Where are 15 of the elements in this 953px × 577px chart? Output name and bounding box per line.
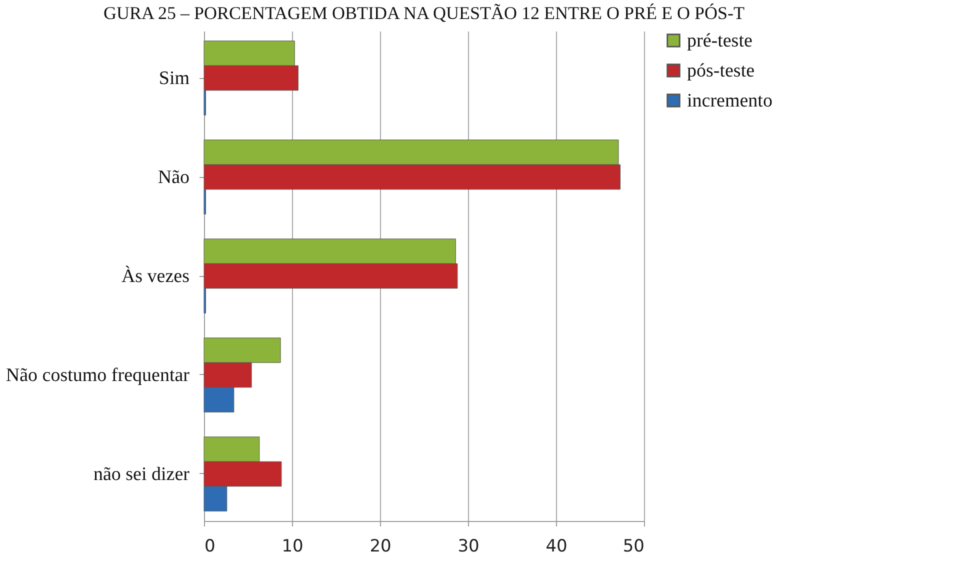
y-tick-label: não sei dizer [93,464,190,485]
legend-label: pré-teste [687,30,752,52]
y-tick-label: Não [158,167,190,188]
x-tick-label: 10 [282,536,304,556]
x-tick-label: 50 [622,536,644,556]
legend-label: incremento [687,90,772,112]
x-tick-label: 40 [546,536,568,556]
chart-title: GURA 25 – PORCENTAGEM OBTIDA NA QUESTÃO 12 ENTRE O PRÉ E O PÓS-T [103,3,745,23]
x-tick-label: 20 [370,536,392,556]
legend-label: pós-teste [687,60,755,82]
y-tick-label: Às vezes [121,265,190,287]
x-tick-label: 30 [458,536,480,556]
y-tick-label: Sim [158,68,190,90]
x-tick-label: 0 [204,536,216,556]
y-tick-label: Não costumo frequentar [6,364,190,386]
